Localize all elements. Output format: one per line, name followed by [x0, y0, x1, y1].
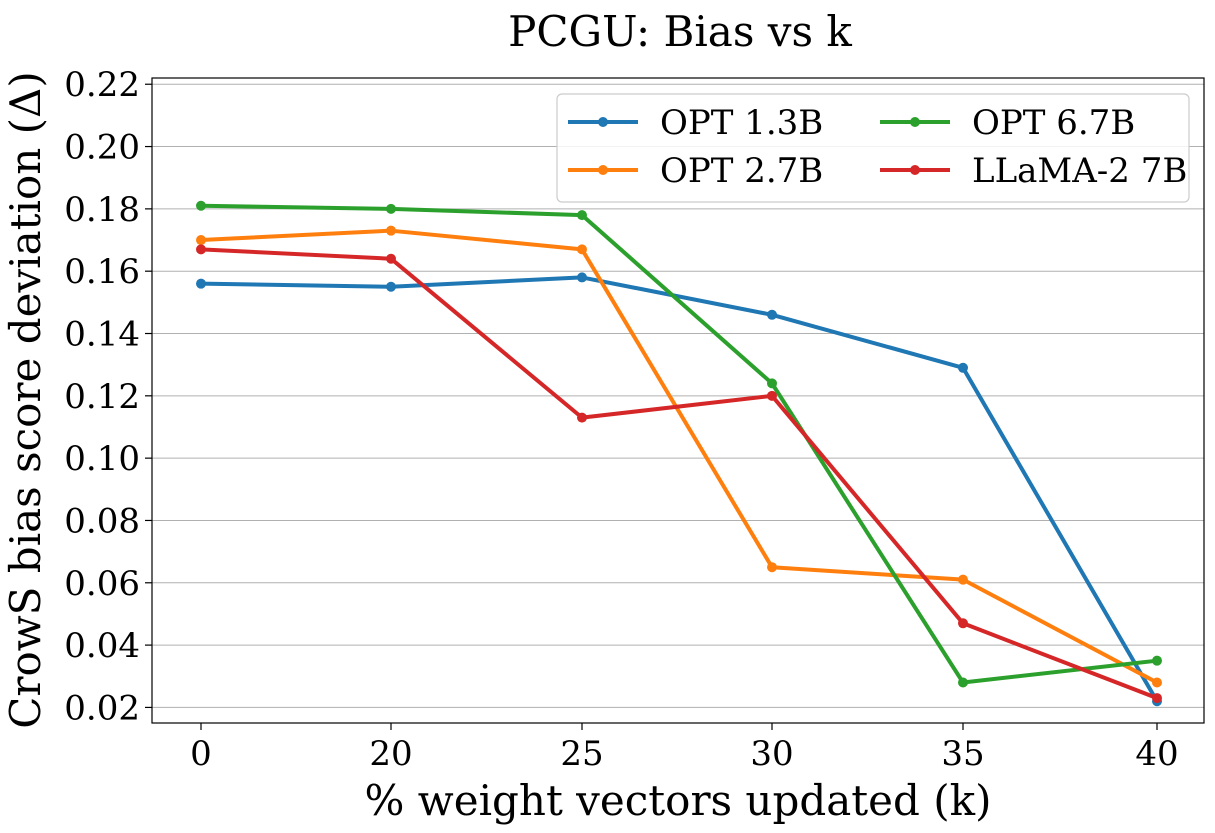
data-point	[577, 272, 587, 283]
y-tick-label: 0.20	[64, 128, 140, 168]
series-line	[200, 275, 1159, 703]
legend-marker	[910, 117, 920, 127]
series-llama-2-7b	[196, 244, 1162, 704]
legend-box	[556, 93, 1190, 203]
y-tick-label: 0.14	[64, 315, 140, 355]
data-point	[196, 278, 206, 289]
x-axis: 0 20 25 30 35 40	[190, 723, 1179, 774]
x-tick-label: 35	[941, 734, 984, 774]
x-tick-label: 0	[190, 734, 212, 774]
data-point	[196, 200, 206, 211]
y-tick-label: 0.10	[64, 439, 140, 479]
data-point	[767, 390, 777, 401]
legend-label: LLaMA-2 7B	[972, 151, 1187, 191]
data-point	[958, 362, 968, 373]
x-tick-label: 30	[750, 734, 793, 774]
data-point	[577, 412, 587, 423]
y-tick-label: 0.12	[64, 377, 140, 417]
data-point	[958, 618, 968, 629]
data-point	[1152, 655, 1162, 666]
legend-label: OPT 6.7B	[972, 103, 1135, 143]
data-point	[386, 225, 396, 236]
x-tick-label: 20	[369, 734, 412, 774]
legend-label: OPT 1.3B	[660, 103, 823, 143]
data-point	[1152, 693, 1162, 704]
data-point	[196, 244, 206, 255]
data-point	[767, 562, 777, 573]
legend: OPT 1.3B OPT 2.7B OPT 6.7B LLaMA-2 7B	[556, 93, 1190, 203]
data-point	[767, 378, 777, 389]
data-point	[196, 235, 206, 246]
legend-marker	[598, 165, 608, 175]
data-point	[386, 253, 396, 264]
series-opt-6-7b	[196, 200, 1162, 688]
data-point	[1152, 677, 1162, 688]
y-axis-label: CrowS bias score deviation (Δ)	[1, 71, 50, 729]
x-tick-label: 40	[1135, 734, 1178, 774]
data-point	[767, 309, 777, 320]
legend-marker	[910, 165, 920, 175]
series-line	[200, 203, 1158, 685]
y-tick-label: 0.22	[64, 65, 140, 105]
legend-marker	[598, 117, 608, 127]
series-opt-1-3b	[196, 272, 1162, 707]
y-tick-label: 0.02	[64, 688, 140, 728]
plot-frame	[151, 77, 1205, 724]
chart-title: PCGU: Bias vs k	[508, 7, 852, 56]
series-line	[200, 247, 1158, 700]
data-point	[958, 574, 968, 585]
data-point	[577, 210, 587, 221]
y-axis: 0.02 0.04 0.06 0.08 0.10 0.12 0.14 0.16 0.18 0.20…	[64, 65, 152, 728]
x-tick-label: 25	[560, 734, 603, 774]
series-lines	[196, 200, 1162, 707]
data-point	[386, 203, 396, 214]
y-tick-label: 0.06	[64, 564, 140, 604]
x-axis-label: % weight vectors updated (k)	[365, 776, 992, 825]
data-point	[386, 281, 396, 292]
y-tick-label: 0.18	[64, 190, 140, 230]
legend-label: OPT 2.7B	[660, 151, 823, 191]
y-tick-label: 0.04	[64, 626, 140, 666]
data-point	[577, 244, 587, 255]
data-point	[958, 677, 968, 688]
y-tick-label: 0.08	[64, 501, 140, 541]
y-tick-label: 0.16	[64, 252, 140, 292]
